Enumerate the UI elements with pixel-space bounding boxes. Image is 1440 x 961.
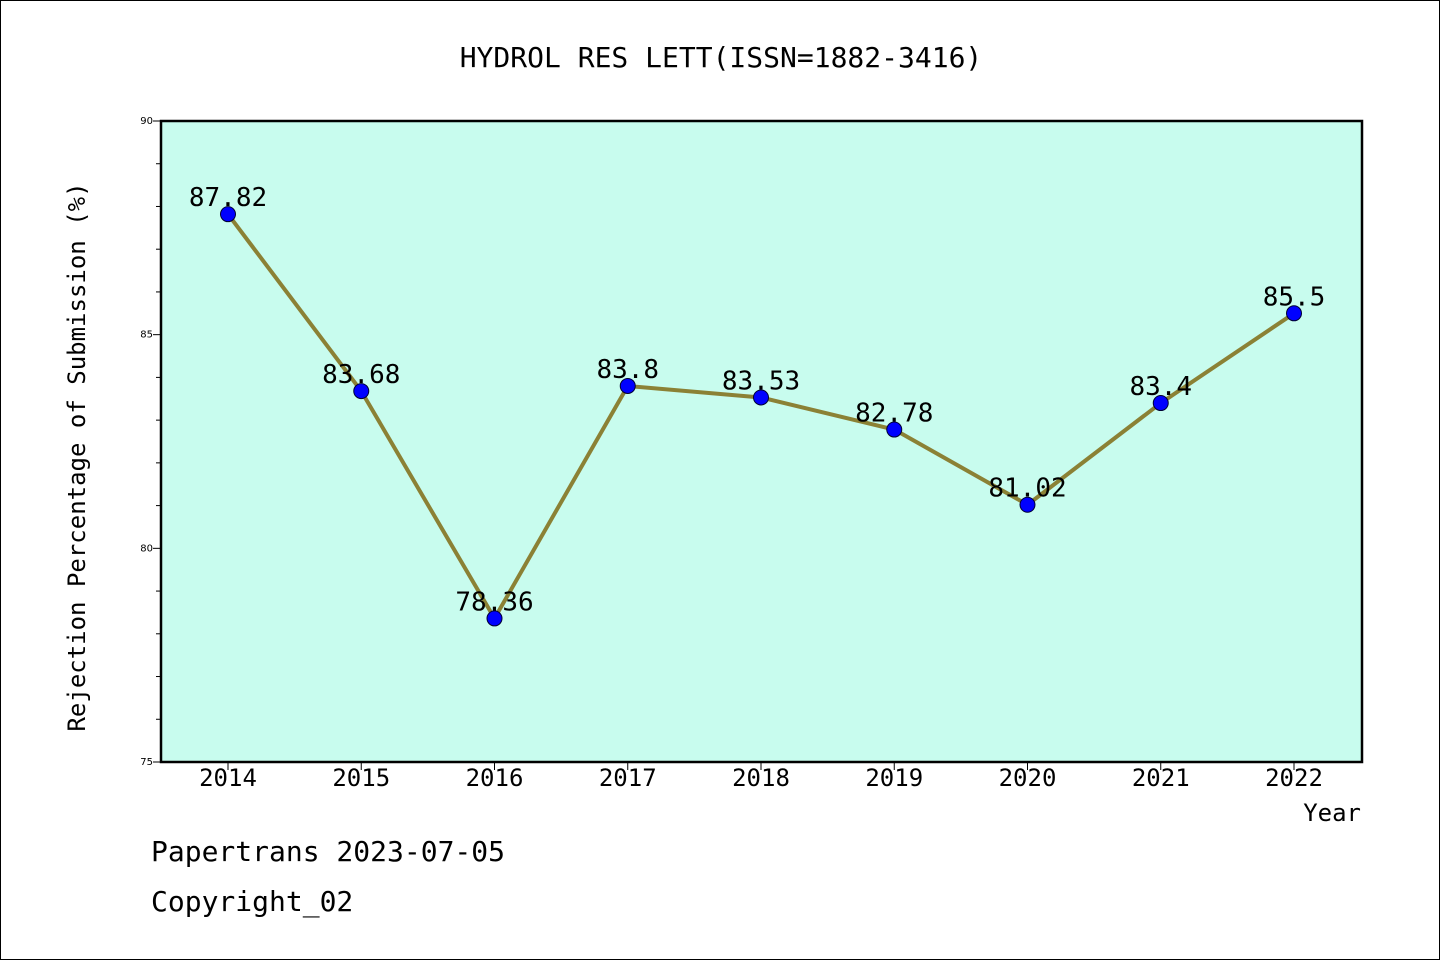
footer-date: Papertrans 2023-07-05 [151,835,506,868]
y-axis-title: Rejection Percentage of Submission (%) [63,182,91,731]
data-point [220,206,236,223]
data-label: 78.36 [455,587,533,617]
x-tick-label: 2022 [1265,764,1323,792]
y-axis: 75 80 85 90 [140,116,161,768]
data-label: 83.53 [722,366,800,396]
footer-copyright: Copyright_02 [151,885,354,918]
data-point [1286,305,1302,322]
data-label: 87.82 [189,183,267,213]
data-point [486,610,503,627]
x-axis-title: Year [1303,799,1361,827]
data-point [753,389,769,406]
data-label: 83.68 [322,360,400,390]
data-label: 83.8 [596,355,659,385]
x-tick-label: 2018 [732,764,790,792]
x-tick-label: 2014 [199,764,257,792]
y-tick-label: 80 [140,543,153,554]
data-point [619,377,636,394]
plot-area [159,119,1364,764]
x-tick-label: 2015 [332,764,390,792]
data-point [1019,496,1036,513]
data-label: 83.4 [1129,372,1192,402]
chart-title: HYDROL RES LETT(ISSN=1882-3416) [460,41,983,74]
data-label: 85.5 [1263,282,1326,312]
x-tick-label: 2017 [599,764,657,792]
data-label: 81.02 [988,474,1066,504]
y-tick-label: 75 [140,757,153,768]
y-tick-label: 90 [140,116,153,127]
x-axis: 2014 2015 2016 2017 2018 2019 2020 2021 2022 [199,762,1323,792]
x-tick-label: 2020 [999,764,1057,792]
series: 87.82 83.68 78.36 83.8 83.53 82.78 81.02 83.4 85… [189,183,1326,627]
x-tick-label: 2019 [865,764,923,792]
data-label: 82.78 [855,399,933,429]
y-tick-label: 85 [140,330,153,341]
data-point [1152,395,1169,412]
data-point [886,421,903,438]
data-point [353,383,370,400]
x-tick-label: 2016 [466,764,524,792]
x-tick-label: 2021 [1132,764,1190,792]
